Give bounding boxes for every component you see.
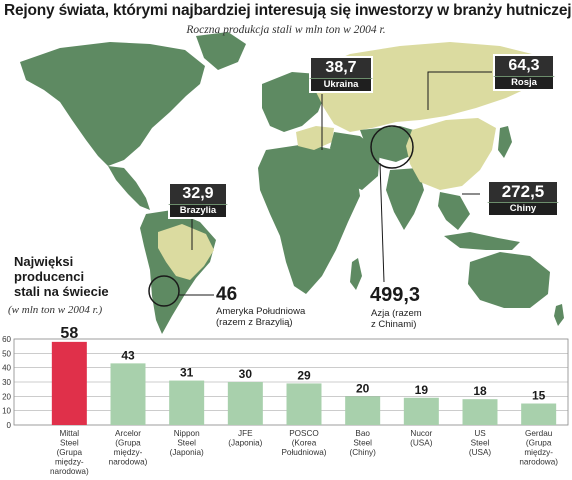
bar xyxy=(110,363,146,425)
bar xyxy=(521,403,557,425)
y-tick-label: 0 xyxy=(7,421,12,430)
bar xyxy=(51,341,87,425)
asia-leader xyxy=(379,162,385,283)
bar xyxy=(462,399,498,425)
map-japan xyxy=(498,126,512,158)
x-tick-label: Bao Steel (Chiny) xyxy=(349,429,376,457)
map-russia xyxy=(316,42,548,132)
map-madagascar xyxy=(350,258,362,290)
region-value: 32,9 xyxy=(168,182,228,204)
bar-value-label: 18 xyxy=(473,384,487,398)
map-ukraine xyxy=(296,126,334,150)
x-tick-label: POSCO (Korea Południowa) xyxy=(281,429,326,457)
bar xyxy=(403,397,439,425)
bar xyxy=(169,380,205,425)
region-box-brazylia: 32,9 Brazylia xyxy=(168,182,228,219)
region-box-ukraina: 38,7 Ukraina xyxy=(309,56,373,93)
page-title: Rejony świata, którymi najbardziej inter… xyxy=(4,2,572,19)
map-brazil xyxy=(158,224,214,280)
bar-value-label: 43 xyxy=(121,348,135,362)
bar-value-label: 31 xyxy=(180,366,194,380)
asia-text: Azja (razem z Chinami) xyxy=(371,308,422,330)
europe-circle xyxy=(370,125,414,169)
map-china xyxy=(406,118,496,190)
y-tick-label: 30 xyxy=(2,378,11,387)
map-australia xyxy=(468,252,550,308)
bar xyxy=(227,382,263,425)
chart-unit: (w mln ton w 2004 r.) xyxy=(8,304,103,316)
region-label: Chiny xyxy=(487,202,559,217)
map-africa xyxy=(258,144,360,294)
region-value: 38,7 xyxy=(309,56,373,78)
bar-value-label: 19 xyxy=(415,383,429,397)
south-america-text: Ameryka Południowa (razem z Brazylią) xyxy=(216,306,306,328)
region-label: Rosja xyxy=(493,76,555,91)
bar-value-label: 30 xyxy=(239,367,253,381)
map-central-america xyxy=(108,166,150,210)
chart-title: Najwięksi producenci stali na świecie xyxy=(14,254,109,299)
bar-value-label: 20 xyxy=(356,381,370,395)
map-leader-lines xyxy=(179,71,492,296)
region-box-chiny: 272,5 Chiny xyxy=(487,180,559,217)
x-tick-label: Gerdau (Grupa między-narodowa) xyxy=(519,429,558,467)
bar-value-label: 58 xyxy=(60,325,78,342)
bar xyxy=(286,383,322,425)
x-tick-label: JFE (Japonia) xyxy=(228,429,262,448)
x-tick-label: Mittal Steel (Grupa między-narodowa) xyxy=(50,429,89,476)
page-subtitle: Roczna produkcja stali w mln ton w 2004 … xyxy=(186,24,386,36)
map-india xyxy=(386,168,424,230)
region-box-rosja: 64,3 Rosja xyxy=(493,54,555,91)
region-label: Brazylia xyxy=(168,204,228,219)
y-tick-label: 10 xyxy=(2,407,11,416)
region-value: 64,3 xyxy=(493,54,555,76)
x-tick-label: Nippon Steel (Japonia) xyxy=(170,429,204,457)
region-value: 272,5 xyxy=(487,180,559,202)
map-land xyxy=(20,32,564,334)
y-tick-label: 40 xyxy=(2,364,11,373)
y-tick-label: 20 xyxy=(2,392,11,401)
x-tick-label: US Steel (USA) xyxy=(469,429,492,457)
south-america-value: 46 xyxy=(216,284,238,305)
south-america-circle xyxy=(148,275,180,307)
bar-value-label: 29 xyxy=(297,368,311,382)
russia-leader xyxy=(427,71,492,110)
y-tick-label: 50 xyxy=(2,349,11,358)
bar xyxy=(345,396,381,425)
map-southeast-asia xyxy=(438,192,470,230)
map-highlight-circles xyxy=(148,125,414,307)
region-label: Ukraina xyxy=(309,78,373,93)
x-tick-label: Arcelor (Grupa między-narodowa) xyxy=(109,429,148,467)
map-indonesia xyxy=(444,232,520,250)
y-tick-label: 60 xyxy=(2,335,11,344)
map-north-america xyxy=(20,42,205,166)
bar-value-label: 15 xyxy=(532,389,546,403)
x-tick-label: Nucor (USA) xyxy=(410,429,433,448)
map-new-zealand xyxy=(554,304,564,326)
map-greenland xyxy=(196,32,246,70)
asia-value: 499,3 xyxy=(370,284,421,306)
